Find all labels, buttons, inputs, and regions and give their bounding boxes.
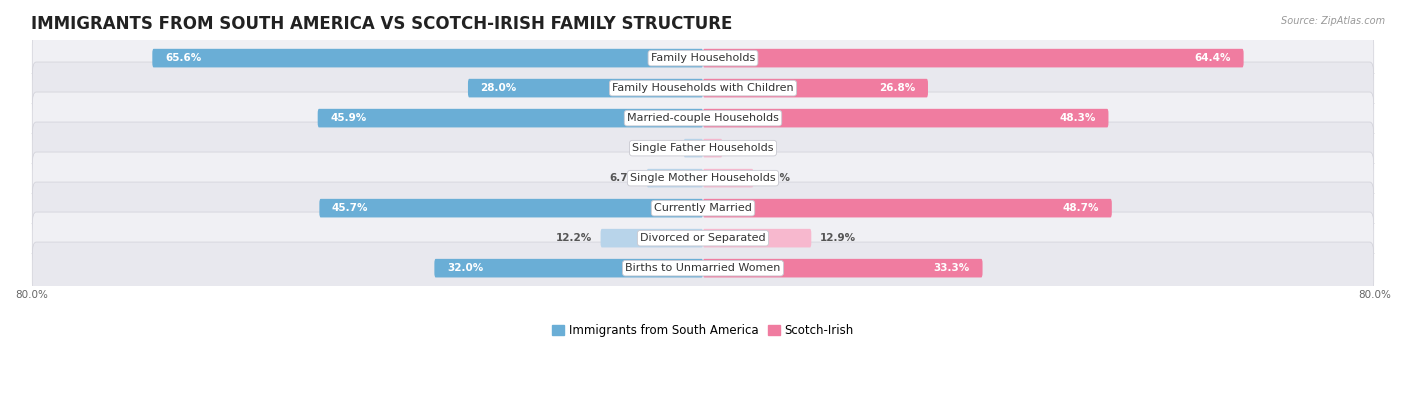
Text: Married-couple Households: Married-couple Households <box>627 113 779 123</box>
FancyBboxPatch shape <box>703 79 928 98</box>
Text: 64.4%: 64.4% <box>1195 53 1232 63</box>
Text: Family Households with Children: Family Households with Children <box>612 83 794 93</box>
FancyBboxPatch shape <box>703 259 983 277</box>
FancyBboxPatch shape <box>152 49 703 68</box>
FancyBboxPatch shape <box>434 259 703 277</box>
FancyBboxPatch shape <box>703 139 723 158</box>
Text: 12.2%: 12.2% <box>555 233 592 243</box>
Text: 2.3%: 2.3% <box>731 143 759 153</box>
FancyBboxPatch shape <box>32 62 1374 114</box>
Text: 48.3%: 48.3% <box>1060 113 1095 123</box>
FancyBboxPatch shape <box>647 169 703 188</box>
Text: 12.9%: 12.9% <box>820 233 856 243</box>
FancyBboxPatch shape <box>32 92 1374 144</box>
FancyBboxPatch shape <box>319 199 703 218</box>
Text: Single Father Households: Single Father Households <box>633 143 773 153</box>
Text: IMMIGRANTS FROM SOUTH AMERICA VS SCOTCH-IRISH FAMILY STRUCTURE: IMMIGRANTS FROM SOUTH AMERICA VS SCOTCH-… <box>31 15 733 33</box>
Text: 48.7%: 48.7% <box>1063 203 1099 213</box>
Text: Source: ZipAtlas.com: Source: ZipAtlas.com <box>1281 16 1385 26</box>
FancyBboxPatch shape <box>703 169 754 188</box>
FancyBboxPatch shape <box>468 79 703 98</box>
FancyBboxPatch shape <box>32 152 1374 204</box>
FancyBboxPatch shape <box>32 32 1374 84</box>
Legend: Immigrants from South America, Scotch-Irish: Immigrants from South America, Scotch-Ir… <box>547 319 859 342</box>
Text: 2.3%: 2.3% <box>647 143 675 153</box>
Text: 26.8%: 26.8% <box>879 83 915 93</box>
Text: 6.7%: 6.7% <box>609 173 638 183</box>
FancyBboxPatch shape <box>600 229 703 247</box>
FancyBboxPatch shape <box>703 109 1108 128</box>
FancyBboxPatch shape <box>703 229 811 247</box>
FancyBboxPatch shape <box>683 139 703 158</box>
FancyBboxPatch shape <box>703 199 1112 218</box>
Text: 45.7%: 45.7% <box>332 203 368 213</box>
Text: 28.0%: 28.0% <box>481 83 517 93</box>
Text: Births to Unmarried Women: Births to Unmarried Women <box>626 263 780 273</box>
Text: Family Households: Family Households <box>651 53 755 63</box>
Text: 33.3%: 33.3% <box>934 263 970 273</box>
Text: Currently Married: Currently Married <box>654 203 752 213</box>
Text: Divorced or Separated: Divorced or Separated <box>640 233 766 243</box>
FancyBboxPatch shape <box>32 242 1374 294</box>
Text: 65.6%: 65.6% <box>165 53 201 63</box>
Text: 6.0%: 6.0% <box>762 173 790 183</box>
FancyBboxPatch shape <box>32 122 1374 174</box>
Text: Single Mother Households: Single Mother Households <box>630 173 776 183</box>
FancyBboxPatch shape <box>32 212 1374 264</box>
Text: 45.9%: 45.9% <box>330 113 367 123</box>
FancyBboxPatch shape <box>32 182 1374 234</box>
FancyBboxPatch shape <box>703 49 1244 68</box>
FancyBboxPatch shape <box>318 109 703 128</box>
Text: 32.0%: 32.0% <box>447 263 484 273</box>
